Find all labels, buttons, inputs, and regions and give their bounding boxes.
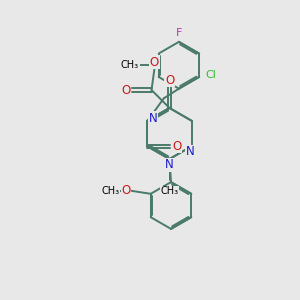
- Text: O: O: [172, 140, 181, 153]
- Text: N: N: [148, 112, 157, 125]
- Text: Cl: Cl: [205, 70, 216, 80]
- Text: O: O: [122, 83, 130, 97]
- Text: O: O: [150, 56, 159, 69]
- Text: CH₃: CH₃: [160, 186, 178, 197]
- Text: CH₃: CH₃: [121, 60, 139, 70]
- Text: CH₃: CH₃: [102, 186, 120, 196]
- Text: F: F: [176, 28, 182, 38]
- Text: O: O: [165, 74, 174, 87]
- Text: O: O: [121, 184, 130, 197]
- Text: N: N: [165, 158, 174, 172]
- Text: N: N: [186, 145, 194, 158]
